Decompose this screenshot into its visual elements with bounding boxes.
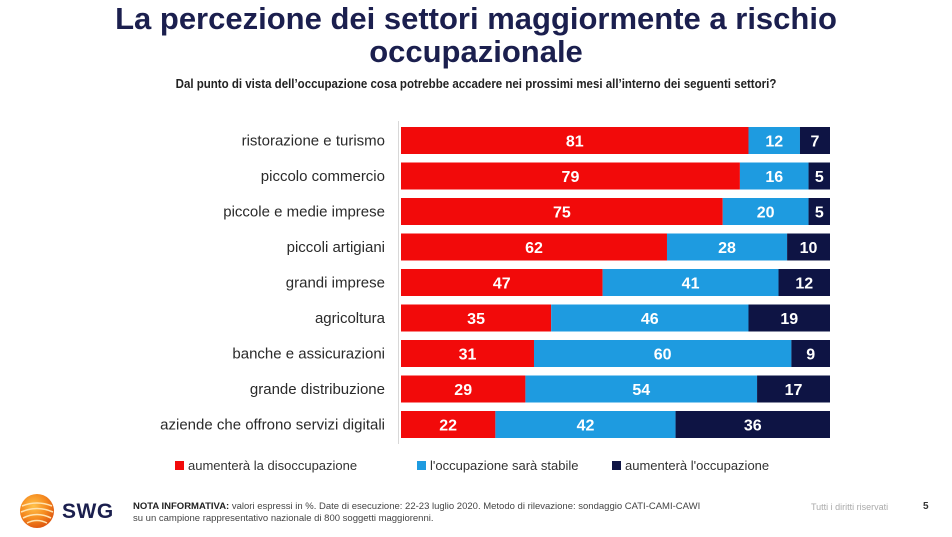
bar-segment-series-3 bbox=[757, 375, 830, 403]
data-label: 29 bbox=[454, 382, 472, 399]
bar-segment-series-1 bbox=[401, 233, 667, 261]
data-label: 41 bbox=[682, 276, 700, 293]
footnote-line1: valori espressi in %. Date di esecuzione… bbox=[229, 501, 701, 512]
bar-segment-series-2 bbox=[602, 269, 779, 296]
data-label: 12 bbox=[765, 134, 783, 151]
category-label: grande distribuzione bbox=[250, 381, 385, 398]
legend-label: aumenterà la disoccupazione bbox=[188, 458, 358, 473]
bar-segment-series-2 bbox=[722, 198, 809, 225]
data-label: 16 bbox=[765, 169, 783, 186]
brand-name: SWG bbox=[62, 500, 114, 523]
data-label: 5 bbox=[815, 169, 824, 186]
chart-title: La percezione dei settori maggiormente a… bbox=[0, 2, 952, 68]
data-label: 81 bbox=[566, 134, 584, 151]
footnote-label: NOTA INFORMATIVA: bbox=[133, 501, 230, 512]
page-number: 5 bbox=[923, 501, 929, 512]
bar-segment-series-1 bbox=[401, 269, 603, 296]
bar-segment-series-3 bbox=[675, 411, 830, 438]
data-label: 7 bbox=[811, 134, 820, 151]
bar-segment-series-1 bbox=[401, 304, 552, 332]
category-label: piccoli artigiani bbox=[287, 239, 385, 256]
category-label: ristorazione e turismo bbox=[242, 133, 385, 150]
data-label: 75 bbox=[553, 205, 571, 222]
category-label: piccolo commercio bbox=[261, 168, 385, 185]
data-label: 36 bbox=[744, 418, 762, 435]
category-label: piccole e medie imprese bbox=[223, 204, 385, 221]
data-label: 62 bbox=[525, 240, 543, 257]
data-label: 35 bbox=[467, 311, 485, 328]
bar-segment-series-1 bbox=[401, 375, 526, 403]
bars-group: 81 12 7 79 16 5 75 20 5 62 28 10 47 41 12 35 46 19 31 60 9 29… bbox=[401, 127, 830, 438]
bar-segment-series-3 bbox=[799, 127, 830, 154]
chart-title-line1: La percezione dei settori maggiormente a… bbox=[115, 1, 837, 36]
bar-segment-series-2 bbox=[525, 375, 758, 403]
data-label: 46 bbox=[641, 311, 659, 328]
category-label: agricoltura bbox=[315, 310, 386, 327]
legend-label: l'occupazione sarà stabile bbox=[430, 458, 579, 473]
bar-segment-series-3 bbox=[778, 269, 830, 296]
swg-logo-icon bbox=[18, 492, 56, 530]
bar-segment-series-2 bbox=[495, 411, 676, 438]
data-label: 79 bbox=[562, 169, 580, 186]
data-label: 9 bbox=[806, 347, 815, 364]
chart-subtitle: Dal punto di vista dell’occupazione cosa… bbox=[175, 77, 777, 91]
legend-swatch-icon bbox=[612, 461, 621, 470]
legend-item: aumenterà la disoccupazione bbox=[175, 458, 357, 473]
category-label: grandi imprese bbox=[286, 275, 385, 292]
bar-segment-series-1 bbox=[401, 198, 723, 225]
legend: aumenterà la disoccupazione l'occupazione… bbox=[0, 458, 952, 476]
data-label: 12 bbox=[795, 276, 813, 293]
data-label: 19 bbox=[780, 311, 798, 328]
legend-label: aumenterà l'occupazione bbox=[625, 458, 770, 473]
bar-segment-series-3 bbox=[787, 233, 830, 261]
footnote-line2: su un campione rappresentativo nazionale… bbox=[133, 513, 434, 524]
chart-title-line2: occupazionale bbox=[369, 34, 583, 69]
data-label: 31 bbox=[459, 347, 477, 364]
bar-segment-series-1 bbox=[401, 411, 496, 438]
bar-segment-series-3 bbox=[808, 198, 830, 225]
bar-segment-series-1 bbox=[401, 162, 740, 190]
bar-segment-series-1 bbox=[401, 340, 534, 367]
bar-segment-series-3 bbox=[748, 304, 830, 332]
data-label: 60 bbox=[654, 347, 672, 364]
bar-segment-series-2 bbox=[666, 233, 788, 261]
category-label: aziende che offrono servizi digitali bbox=[160, 417, 385, 434]
data-label: 20 bbox=[757, 205, 775, 222]
legend-item: l'occupazione sarà stabile bbox=[417, 458, 578, 473]
legend-item: aumenterà l'occupazione bbox=[612, 458, 769, 473]
legend-swatch-icon bbox=[417, 461, 426, 470]
data-label: 22 bbox=[439, 418, 457, 435]
category-labels-group: ristorazione e turismo piccolo commercio p… bbox=[160, 133, 386, 434]
bar-segment-series-2 bbox=[533, 340, 792, 367]
copyright-text: Tutti i diritti riservati bbox=[811, 502, 889, 512]
data-label: 54 bbox=[632, 382, 650, 399]
data-label: 42 bbox=[577, 418, 595, 435]
data-label: 5 bbox=[815, 205, 824, 222]
bar-segment-series-2 bbox=[551, 304, 749, 332]
legend-swatch-icon bbox=[175, 461, 184, 470]
data-label: 10 bbox=[800, 240, 818, 257]
bar-segment-series-1 bbox=[401, 127, 749, 154]
bar-segment-series-3 bbox=[791, 340, 830, 367]
category-label: banche e assicurazioni bbox=[232, 346, 385, 363]
bar-segment-series-2 bbox=[739, 162, 809, 190]
data-label: 47 bbox=[493, 276, 511, 293]
data-label: 28 bbox=[718, 240, 736, 257]
bar-segment-series-2 bbox=[748, 127, 800, 154]
footnote: NOTA INFORMATIVA: valori espressi in %. … bbox=[133, 501, 793, 525]
data-label: 17 bbox=[785, 382, 803, 399]
bar-segment-series-3 bbox=[808, 162, 830, 190]
